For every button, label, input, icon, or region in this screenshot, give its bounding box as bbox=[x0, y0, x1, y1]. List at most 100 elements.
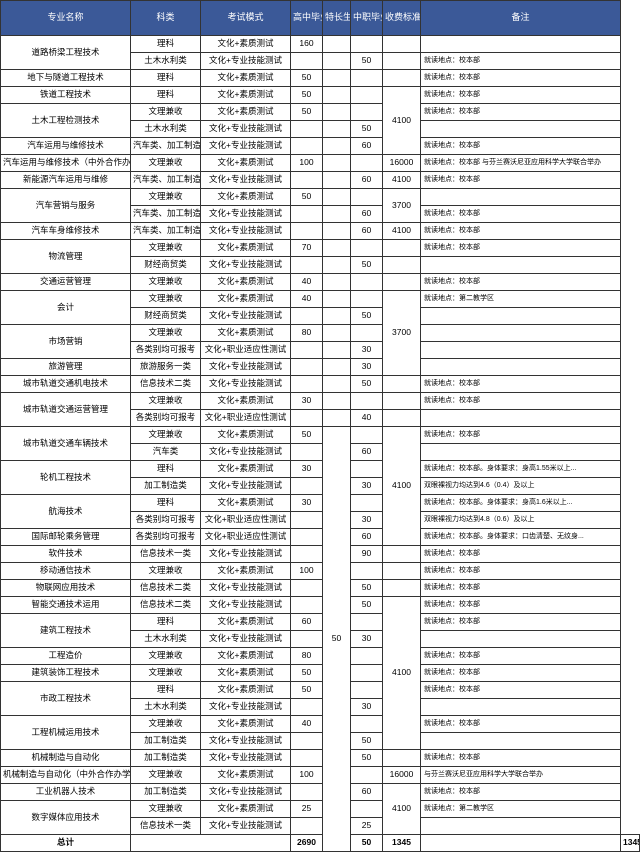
gz-cell bbox=[291, 206, 323, 223]
fee-cell bbox=[383, 53, 421, 70]
major-cell: 城市轨道交通运营管理 bbox=[1, 393, 131, 427]
gz-cell bbox=[291, 750, 323, 767]
zz-cell bbox=[351, 393, 383, 410]
major-cell: 交通运营管理 bbox=[1, 274, 131, 291]
subject-cell: 土木水利类 bbox=[131, 631, 201, 648]
subject-cell: 信息技术二类 bbox=[131, 580, 201, 597]
subject-cell: 文理兼收 bbox=[131, 767, 201, 784]
gz-cell bbox=[291, 223, 323, 240]
zz-cell: 60 bbox=[351, 138, 383, 155]
zz-cell: 60 bbox=[351, 223, 383, 240]
fee-cell: 4100 bbox=[383, 223, 421, 240]
gz-cell bbox=[291, 818, 323, 835]
zz-cell bbox=[351, 495, 383, 512]
major-cell: 轮机工程技术 bbox=[1, 461, 131, 495]
note-cell bbox=[421, 631, 621, 648]
note-cell bbox=[421, 189, 621, 206]
tc-cell bbox=[323, 291, 351, 308]
major-cell: 软件技术 bbox=[1, 546, 131, 563]
exam-cell: 文化+素质测试 bbox=[201, 614, 291, 631]
note-cell: 就读地点：校本部 bbox=[421, 70, 621, 87]
major-cell: 航海技术 bbox=[1, 495, 131, 529]
exam-cell: 文化+素质测试 bbox=[201, 36, 291, 53]
gz-cell bbox=[291, 512, 323, 529]
table-row: 工程机械运用技术文理兼收文化+素质测试40就读地点：校本部 bbox=[1, 716, 640, 733]
note-cell bbox=[421, 325, 621, 342]
zz-cell: 40 bbox=[351, 410, 383, 427]
subject-cell: 文理兼收 bbox=[131, 665, 201, 682]
table-row: 铁道工程技术理科文化+素质测试504100就读地点：校本部 bbox=[1, 87, 640, 104]
table-row: 物联网应用技术信息技术二类文化+专业技能测试50就读地点：校本部 bbox=[1, 580, 640, 597]
subject-cell: 信息技术二类 bbox=[131, 376, 201, 393]
note-cell: 就读地点：校本部 bbox=[421, 393, 621, 410]
zz-cell: 50 bbox=[351, 308, 383, 325]
exam-cell: 文化+专业技能测试 bbox=[201, 784, 291, 801]
exam-cell: 文化+素质测试 bbox=[201, 240, 291, 257]
total- bbox=[421, 835, 621, 852]
gz-cell bbox=[291, 444, 323, 461]
zz-cell: 50 bbox=[351, 257, 383, 274]
subject-cell: 加工制造类 bbox=[131, 478, 201, 495]
gz-cell: 80 bbox=[291, 648, 323, 665]
zz-cell: 50 bbox=[351, 597, 383, 614]
major-cell: 建筑装饰工程技术 bbox=[1, 665, 131, 682]
gz-cell bbox=[291, 359, 323, 376]
note-cell: 就读地点：校本部 bbox=[421, 563, 621, 580]
table-row: 轮机工程技术理科文化+素质测试30就读地点：校本部。身体要求：身高1.55米以上… bbox=[1, 461, 640, 478]
table-row: 工业机器人技术加工制造类文化+专业技能测试604100就读地点：校本部 bbox=[1, 784, 640, 801]
gz-cell: 50 bbox=[291, 87, 323, 104]
gz-cell bbox=[291, 784, 323, 801]
note-cell bbox=[421, 359, 621, 376]
exam-cell: 文化+职业适应性测试 bbox=[201, 342, 291, 359]
table-row: 新能源汽车运用与维修汽车类、加工制造类文化+专业技能测试604100就读地点：校… bbox=[1, 172, 640, 189]
col-header-2: 考试模式 bbox=[201, 1, 291, 36]
tc-cell bbox=[323, 359, 351, 376]
exam-cell: 文化+素质测试 bbox=[201, 291, 291, 308]
subject-cell: 文理兼收 bbox=[131, 716, 201, 733]
note-cell: 就读地点：校本部 bbox=[421, 750, 621, 767]
gz-cell bbox=[291, 121, 323, 138]
subject-cell: 汽车类、加工制造类 bbox=[131, 172, 201, 189]
zz-cell bbox=[351, 155, 383, 172]
tc-cell bbox=[323, 325, 351, 342]
exam-cell: 文化+素质测试 bbox=[201, 767, 291, 784]
note-cell: 就读地点：校本部 bbox=[421, 665, 621, 682]
exam-cell: 文化+素质测试 bbox=[201, 104, 291, 121]
tc-cell bbox=[323, 308, 351, 325]
tc-cell bbox=[323, 257, 351, 274]
zz-cell bbox=[351, 189, 383, 206]
zz-cell: 50 bbox=[351, 376, 383, 393]
zz-cell: 30 bbox=[351, 512, 383, 529]
note-cell: 就读地点：校本部 bbox=[421, 614, 621, 631]
major-cell: 铁道工程技术 bbox=[1, 87, 131, 104]
tc-cell bbox=[323, 104, 351, 121]
subject-cell: 加工制造类 bbox=[131, 733, 201, 750]
subject-cell: 文理兼收 bbox=[131, 240, 201, 257]
major-cell: 道路桥梁工程技术 bbox=[1, 36, 131, 70]
total-zz: 1345 bbox=[383, 835, 421, 852]
zz-cell: 60 bbox=[351, 784, 383, 801]
subject-cell: 文理兼收 bbox=[131, 393, 201, 410]
total-label: 总计 bbox=[1, 835, 131, 852]
fee-cell: 3700 bbox=[383, 189, 421, 223]
major-cell: 土木工程检测技术 bbox=[1, 104, 131, 138]
tc-cell bbox=[323, 393, 351, 410]
exam-cell: 文化+素质测试 bbox=[201, 274, 291, 291]
subject-cell: 理科 bbox=[131, 495, 201, 512]
major-cell: 移动通信技术 bbox=[1, 563, 131, 580]
gz-cell bbox=[291, 172, 323, 189]
table-row: 工程造价文理兼收文化+素质测试80就读地点：校本部 bbox=[1, 648, 640, 665]
table-row: 移动通信技术文理兼收文化+素质测试100就读地点：校本部 bbox=[1, 563, 640, 580]
table-row: 汽车运用与维修技术汽车类、加工制造类文化+专业技能测试60就读地点：校本部 bbox=[1, 138, 640, 155]
tc-cell bbox=[323, 223, 351, 240]
table-row: 机械制造与自动化（中外合作办学）文理兼收文化+素质测试10016000与芬兰赛沃… bbox=[1, 767, 640, 784]
note-cell bbox=[421, 818, 621, 835]
fee-cell: 4100 bbox=[383, 87, 421, 155]
zz-cell bbox=[351, 767, 383, 784]
exam-cell: 文化+专业技能测试 bbox=[201, 206, 291, 223]
fee-cell bbox=[383, 580, 421, 597]
zz-cell: 90 bbox=[351, 546, 383, 563]
note-cell: 双眼裸视力均达到4.8（0.6）及以上 bbox=[421, 512, 621, 529]
major-cell: 地下与隧道工程技术 bbox=[1, 70, 131, 87]
note-cell bbox=[421, 308, 621, 325]
